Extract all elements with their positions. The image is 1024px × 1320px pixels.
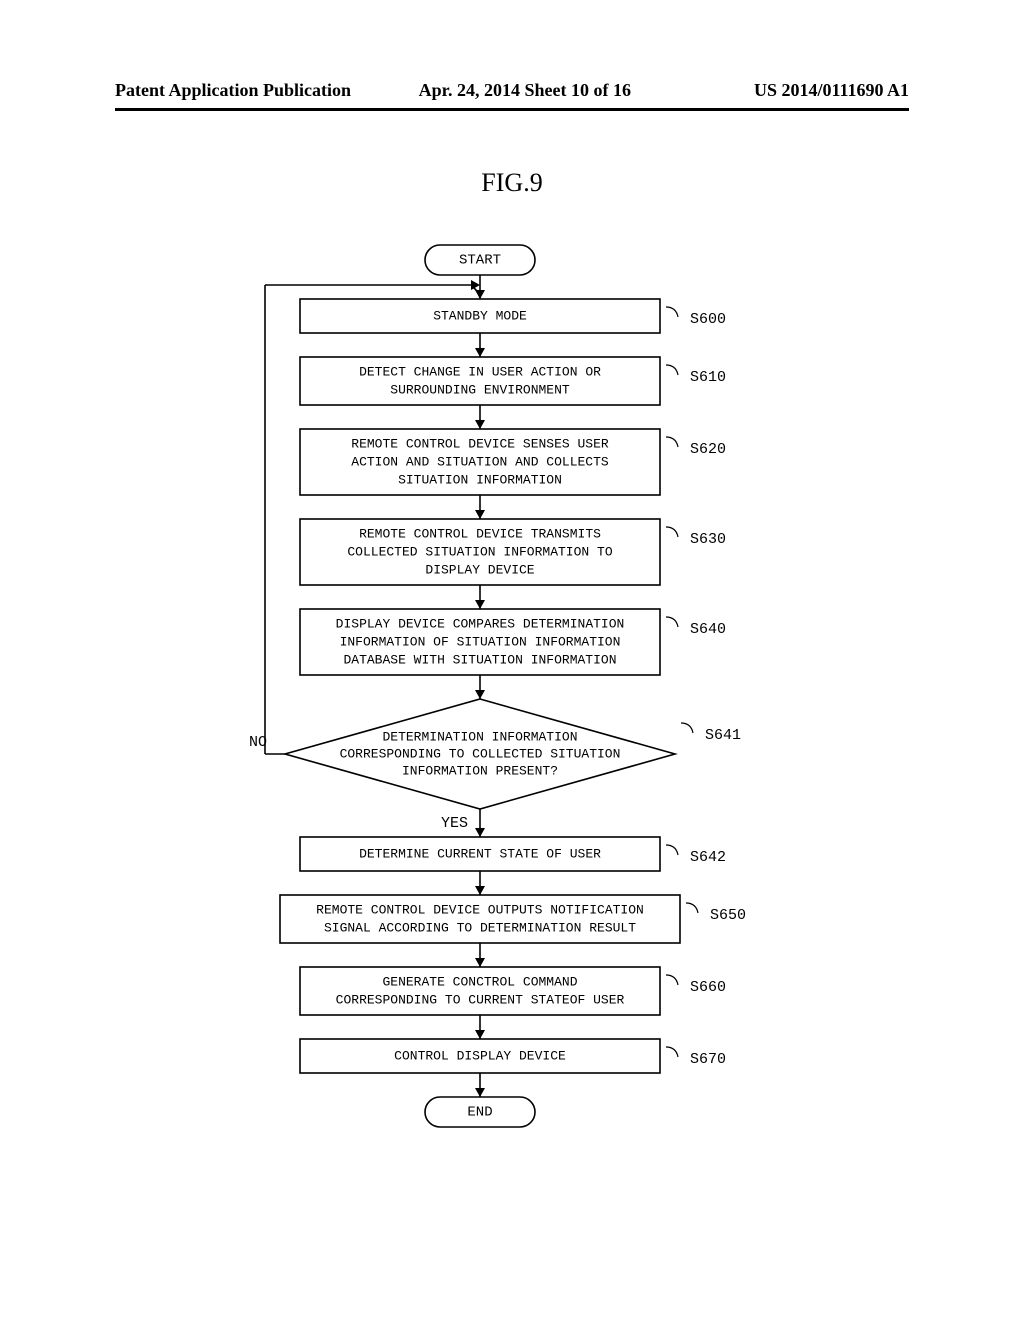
svg-text:DISPLAY DEVICE: DISPLAY DEVICE — [425, 562, 534, 577]
svg-text:S600: S600 — [690, 311, 726, 328]
page: Patent Application Publication Apr. 24, … — [0, 0, 1024, 1320]
svg-text:S610: S610 — [690, 369, 726, 386]
svg-text:CORRESPONDING TO CURRENT STATE: CORRESPONDING TO CURRENT STATEOF USER — [336, 992, 625, 1007]
svg-text:DATABASE WITH SITUATION INFORM: DATABASE WITH SITUATION INFORMATION — [343, 652, 616, 667]
svg-text:CONTROL DISPLAY DEVICE: CONTROL DISPLAY DEVICE — [394, 1048, 566, 1063]
svg-text:GENERATE CONCTROL COMMAND: GENERATE CONCTROL COMMAND — [382, 974, 577, 989]
svg-text:S641: S641 — [705, 727, 741, 744]
figure-area: FIG.9 START STANDBY MODE S600 DETECT CHANGE … — [0, 155, 1024, 1280]
svg-text:CORRESPONDING TO COLLECTED SIT: CORRESPONDING TO COLLECTED SITUATION — [340, 746, 621, 761]
svg-text:INFORMATION OF SITUATION INFOR: INFORMATION OF SITUATION INFORMATION — [340, 634, 621, 649]
svg-text:S630: S630 — [690, 531, 726, 548]
svg-text:FIG.9: FIG.9 — [481, 168, 542, 197]
svg-text:S660: S660 — [690, 979, 726, 996]
svg-text:DETECT CHANGE IN USER ACTION O: DETECT CHANGE IN USER ACTION OR — [359, 364, 601, 379]
svg-text:STANDBY MODE: STANDBY MODE — [433, 308, 527, 323]
svg-text:DETERMINATION INFORMATION: DETERMINATION INFORMATION — [382, 729, 577, 744]
header-mid: Apr. 24, 2014 Sheet 10 of 16 — [397, 80, 653, 101]
svg-text:INFORMATION PRESENT?: INFORMATION PRESENT? — [402, 763, 558, 778]
svg-text:REMOTE CONTROL DEVICE SENSES U: REMOTE CONTROL DEVICE SENSES USER — [351, 436, 609, 451]
svg-text:END: END — [467, 1105, 492, 1121]
svg-text:YES: YES — [441, 815, 468, 832]
header-rule — [115, 108, 909, 111]
svg-text:S650: S650 — [710, 907, 746, 924]
svg-text:SURROUNDING ENVIRONMENT: SURROUNDING ENVIRONMENT — [390, 382, 570, 397]
svg-text:SITUATION INFORMATION: SITUATION INFORMATION — [398, 472, 562, 487]
svg-text:DISPLAY DEVICE COMPARES DETERM: DISPLAY DEVICE COMPARES DETERMINATION — [336, 616, 625, 631]
header-right: US 2014/0111690 A1 — [653, 80, 909, 101]
flowchart-svg: FIG.9 START STANDBY MODE S600 DETECT CHANGE … — [0, 155, 1024, 1285]
svg-text:ACTION AND SITUATION AND COLLE: ACTION AND SITUATION AND COLLECTS — [351, 454, 609, 469]
svg-text:S670: S670 — [690, 1051, 726, 1068]
svg-text:S620: S620 — [690, 441, 726, 458]
svg-text:S642: S642 — [690, 849, 726, 866]
svg-text:COLLECTED SITUATION INFORMATIO: COLLECTED SITUATION INFORMATION TO — [347, 544, 612, 559]
svg-text:REMOTE CONTROL DEVICE OUTPUTS: REMOTE CONTROL DEVICE OUTPUTS NOTIFICATI… — [316, 902, 644, 917]
svg-text:DETERMINE CURRENT STATE OF USE: DETERMINE CURRENT STATE OF USER — [359, 846, 601, 861]
svg-text:REMOTE CONTROL DEVICE TRANSMIT: REMOTE CONTROL DEVICE TRANSMITS — [359, 526, 601, 541]
svg-text:SIGNAL ACCORDING TO DETERMINAT: SIGNAL ACCORDING TO DETERMINATION RESULT — [324, 920, 636, 935]
svg-text:S640: S640 — [690, 621, 726, 638]
svg-text:START: START — [459, 253, 501, 269]
header-left: Patent Application Publication — [115, 80, 397, 101]
page-header: Patent Application Publication Apr. 24, … — [0, 80, 1024, 107]
